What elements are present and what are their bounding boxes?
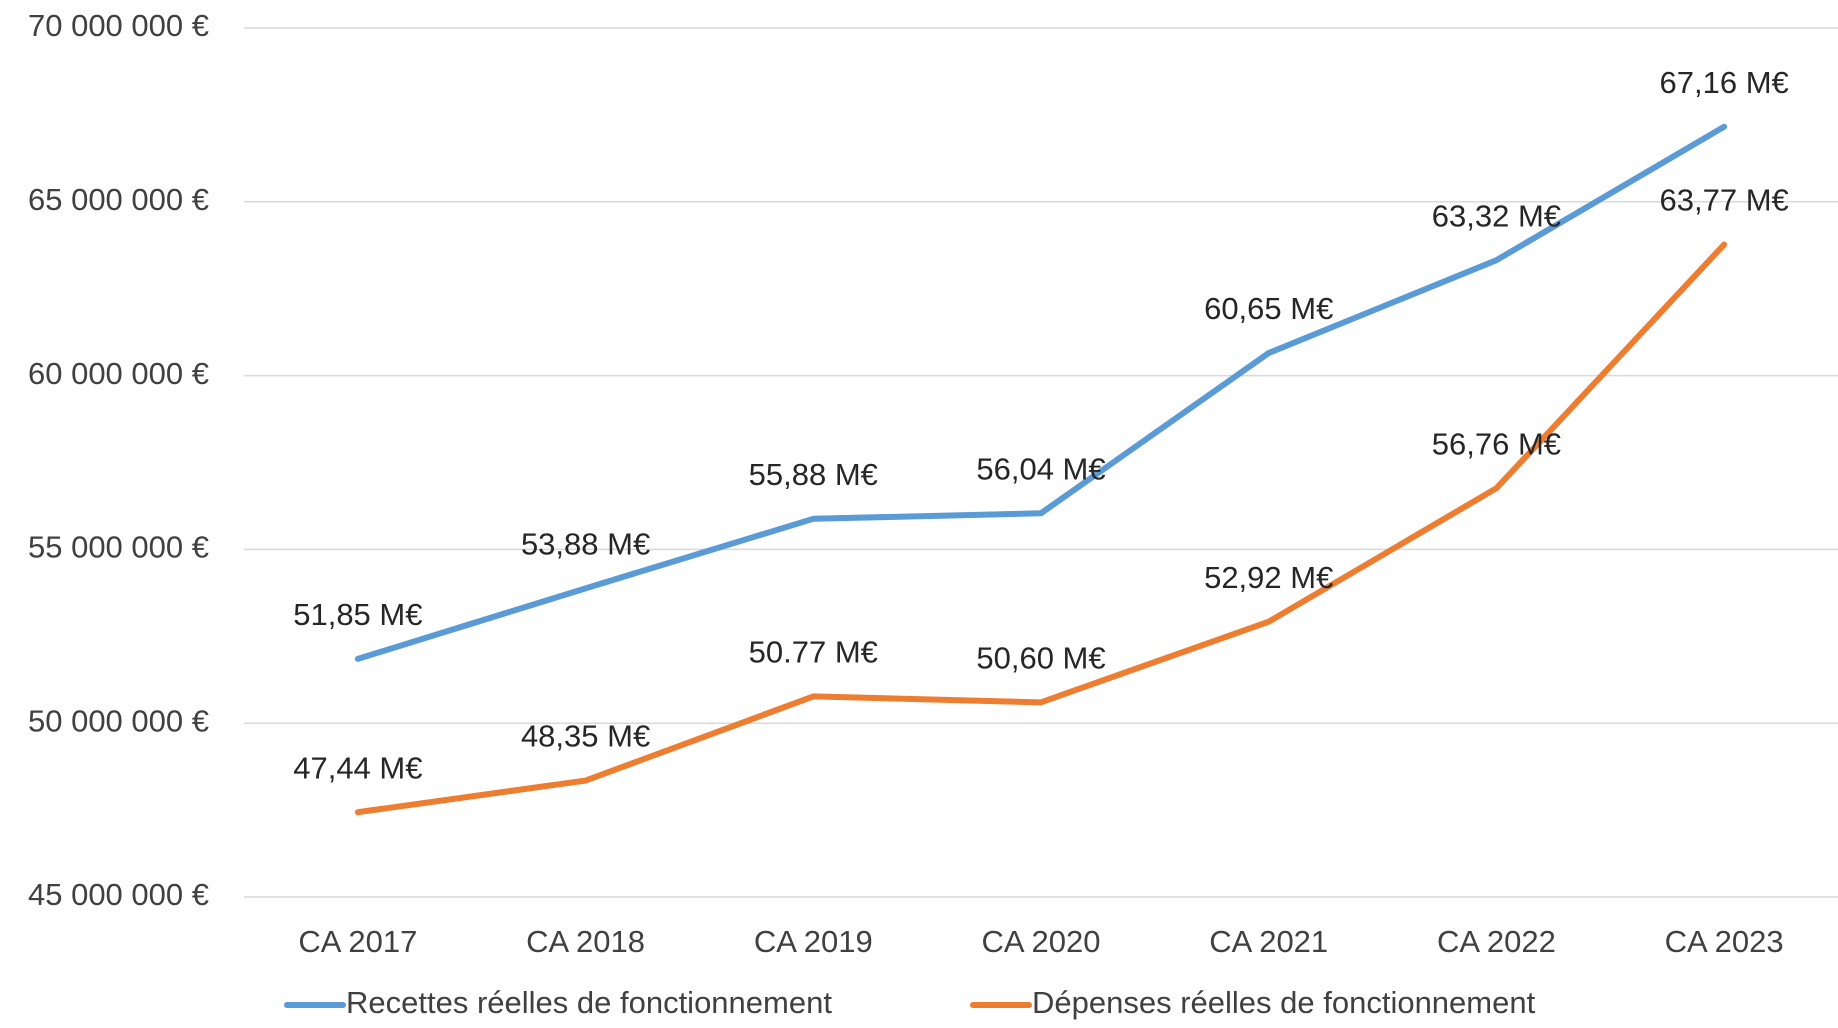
- data-label: 67,16 M€: [1660, 65, 1789, 100]
- data-label: 48,35 M€: [521, 719, 650, 754]
- data-label: 63,32 M€: [1432, 198, 1561, 233]
- y-tick-label: 70 000 000 €: [28, 8, 209, 43]
- y-tick-label: 65 000 000 €: [28, 182, 209, 217]
- y-tick-label: 60 000 000 €: [28, 356, 209, 391]
- x-tick-label: CA 2021: [1209, 924, 1328, 959]
- data-label: 50,60 M€: [976, 641, 1105, 676]
- x-tick-label: CA 2017: [298, 924, 417, 959]
- x-tick-label: CA 2023: [1665, 924, 1784, 959]
- x-tick-label: CA 2018: [526, 924, 645, 959]
- data-label: 52,92 M€: [1204, 560, 1333, 595]
- data-label: 50.77 M€: [749, 635, 878, 670]
- y-tick-label: 50 000 000 €: [28, 703, 209, 738]
- data-label: 63,77 M€: [1660, 183, 1789, 218]
- y-tick-label: 55 000 000 €: [28, 530, 209, 565]
- series-line: [354, 123, 1728, 662]
- data-label: 53,88 M€: [521, 527, 650, 562]
- data-label: 51,85 M€: [293, 597, 422, 632]
- series-line: [354, 241, 1728, 816]
- y-tick-label: 45 000 000 €: [28, 877, 209, 912]
- data-label: 56,04 M€: [976, 451, 1105, 486]
- legend-label: Recettes réelles de fonctionnement: [346, 985, 832, 1020]
- x-tick-label: CA 2022: [1437, 924, 1556, 959]
- legend-label: Dépenses réelles de fonctionnement: [1032, 985, 1536, 1020]
- data-label: 47,44 M€: [293, 750, 422, 785]
- data-label: 55,88 M€: [749, 457, 878, 492]
- data-label: 60,65 M€: [1204, 291, 1333, 326]
- x-tick-label: CA 2019: [754, 924, 873, 959]
- data-label: 56,76 M€: [1432, 426, 1561, 461]
- x-tick-label: CA 2020: [982, 924, 1101, 959]
